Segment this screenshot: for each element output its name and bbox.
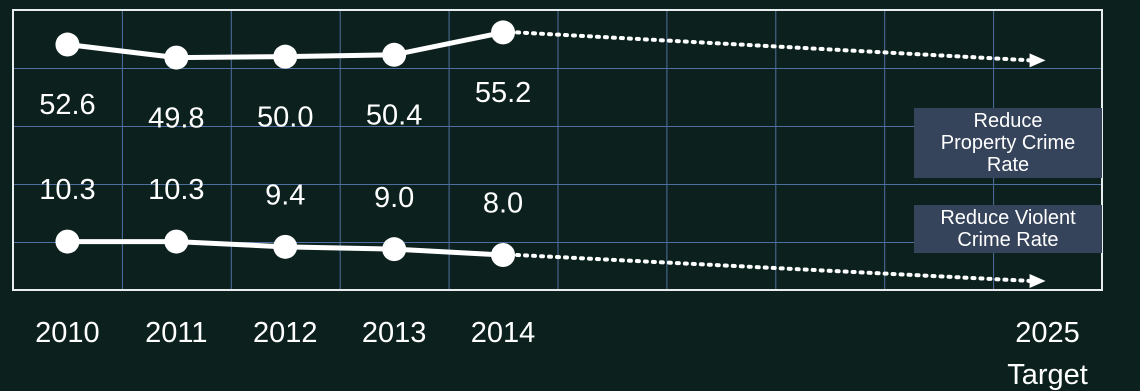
- annotation-text: Reduce: [973, 110, 1043, 132]
- x-tick-label: 2014: [470, 317, 536, 349]
- data-label: 9.4: [265, 179, 305, 211]
- x-tick-label: 2013: [361, 317, 427, 349]
- data-point: [491, 20, 516, 45]
- data-point: [491, 243, 516, 267]
- data-label: 9.0: [374, 182, 414, 214]
- annotation-box: Reduce Property Crime Rate: [914, 108, 1102, 178]
- arrow-head: [1029, 274, 1046, 288]
- data-point: [273, 234, 298, 259]
- data-point: [55, 229, 80, 254]
- data-label: 52.6: [39, 89, 95, 121]
- data-label: 49.8: [148, 102, 204, 134]
- data-point: [273, 44, 298, 69]
- data-point: [164, 45, 189, 70]
- x-tick-label: 2025 Target: [1007, 317, 1088, 391]
- x-tick-label: 2010: [35, 317, 100, 349]
- arrow-head: [1029, 53, 1046, 68]
- target-arrow: [515, 253, 1034, 283]
- data-label: 55.2: [475, 77, 531, 109]
- data-point: [164, 229, 189, 254]
- annotation-box: Reduce Violent Crime Rate: [914, 205, 1102, 253]
- data-point: [382, 237, 407, 262]
- data-point: [382, 42, 407, 67]
- x-tick-label: 2012: [252, 317, 318, 349]
- annotation-text: Crime Rate: [957, 229, 1059, 251]
- target-arrow: [515, 30, 1034, 63]
- data-label: 50.4: [366, 99, 422, 131]
- x-tick-label: 2011: [145, 317, 208, 349]
- annotation-text: Property Crime: [940, 132, 1076, 154]
- data-label: 8.0: [483, 188, 523, 220]
- annotation-text: Reduce Violent: [940, 207, 1076, 229]
- annotation-text: Rate: [986, 154, 1030, 176]
- data-label: 10.3: [148, 174, 204, 206]
- data-label: 10.3: [39, 174, 95, 206]
- data-point: [55, 32, 80, 57]
- data-label: 50.0: [257, 101, 313, 133]
